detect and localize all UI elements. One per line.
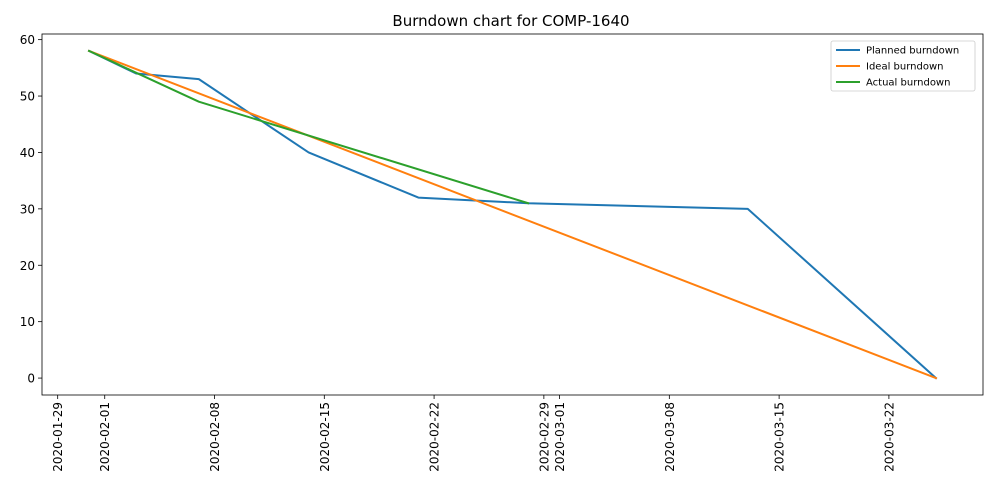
series-line-actual-burndown: [87, 49, 530, 205]
x-tick-label: 2020-03-01: [553, 402, 567, 472]
y-tick-label: 50: [20, 90, 35, 104]
x-tick-label: 2020-02-15: [318, 402, 332, 472]
x-tick-label: 2020-03-15: [773, 402, 787, 472]
legend: Planned burndown Ideal burndown Actual bur…: [830, 40, 976, 92]
y-tick-label: 40: [20, 146, 35, 160]
x-tick-label: 2020-01-29: [51, 402, 65, 472]
x-tick-label: 2020-02-22: [428, 402, 442, 472]
x-tick-label: 2020-03-22: [882, 402, 896, 472]
series-line-planned-burndown: [87, 49, 938, 380]
y-tick-label: 20: [20, 259, 35, 273]
plot-frame: [41, 33, 984, 396]
x-tick-label: 2020-02-08: [208, 402, 222, 472]
legend-label: Actual burndown: [866, 78, 950, 89]
x-tick-label: 2020-02-29: [537, 402, 551, 472]
y-tick-label: 0: [27, 372, 35, 386]
y-tick-label: 30: [20, 202, 35, 216]
legend-box: [830, 40, 976, 92]
plot-area: [87, 49, 938, 380]
y-tick-label: 10: [20, 315, 35, 329]
legend-label: Planned burndown: [866, 46, 959, 57]
legend-label: Ideal burndown: [866, 62, 943, 73]
y-tick-label: 60: [20, 33, 35, 47]
x-tick-label: 2020-02-01: [98, 402, 112, 472]
series-line-ideal-burndown: [87, 49, 938, 380]
chart-title: Burndown chart for COMP-1640: [392, 12, 629, 30]
axes: 0 10 20 30 40 50 60 2020-01-29 2020-02-01 2020-02…: [20, 33, 984, 472]
x-tick-label: 2020-03-08: [663, 402, 677, 472]
